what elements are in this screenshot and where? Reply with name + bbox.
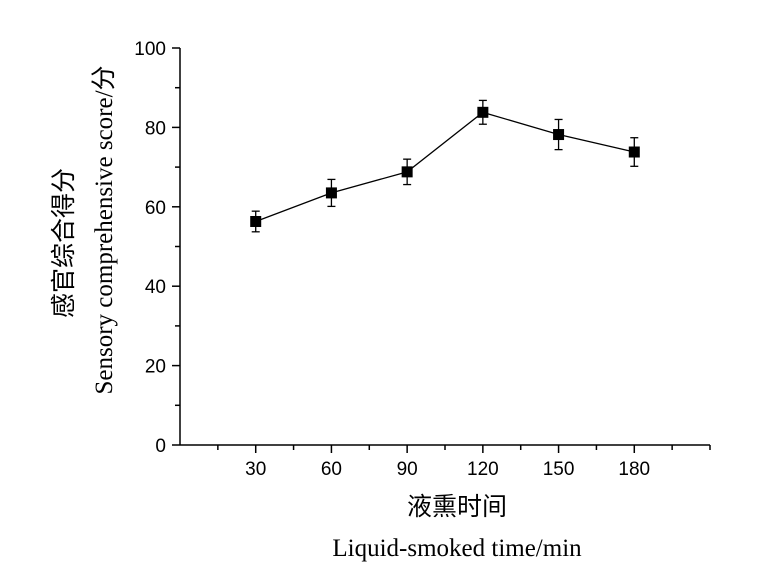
x-tick-label: 30 [245,459,266,480]
x-axis-title-cn: 液熏时间 [407,493,507,521]
x-tick-label: 180 [618,459,650,480]
y-tick-label: 0 [155,436,166,457]
y-tick-label: 60 [145,198,166,219]
x-tick-label: 60 [321,459,342,480]
y-tick-labels: 0 20 40 60 80 100 [134,39,166,457]
y-ticks [172,47,180,446]
x-axis-title-en: Liquid-smoked time/min [332,535,582,562]
plot-area [250,99,640,233]
y-tick-label: 20 [145,357,166,378]
data-point-marker [250,215,262,227]
x-ticks [217,445,711,453]
chart-axes [179,48,710,446]
series-line [255,111,635,223]
y-tick-label: 40 [145,277,166,298]
data-point-marker [477,106,489,118]
y-axis-title-en: Sensory comprehensive score/分 [90,65,118,394]
y-axis-title-cn: 感官综合得分 [50,168,78,318]
data-point-marker [401,166,413,178]
data-point-marker [628,146,640,158]
y-tick-label: 80 [145,118,166,139]
y-tick-label: 100 [134,39,166,60]
x-tick-label: 120 [467,459,499,480]
x-tick-label: 150 [543,459,575,480]
x-tick-label: 90 [397,459,418,480]
x-tick-labels: 30 60 90 120 150 180 [245,459,650,480]
data-point-marker [553,129,565,141]
data-point-marker [325,187,337,199]
